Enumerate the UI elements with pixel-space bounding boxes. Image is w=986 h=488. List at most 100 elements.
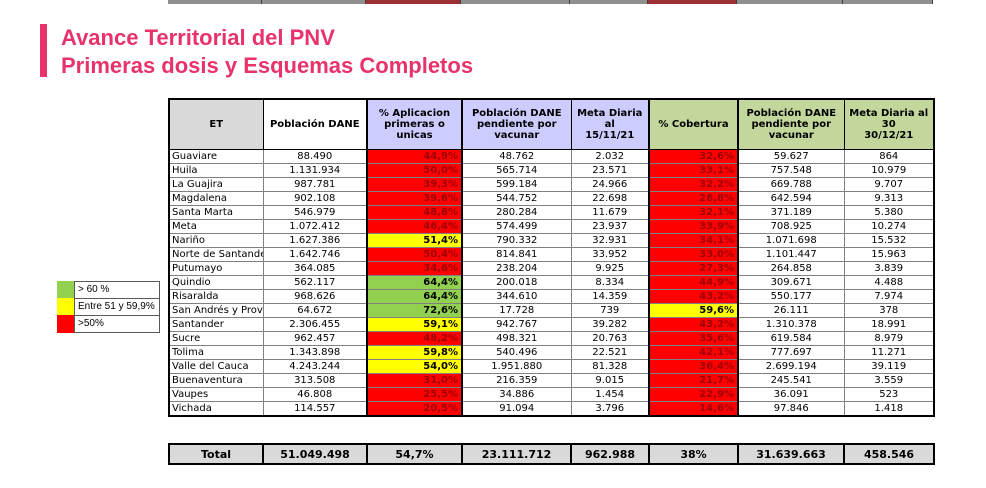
total-poblacion-dane: 51.049.498	[262, 443, 368, 465]
cell-et: Tolima	[168, 345, 264, 360]
legend-item-green: > 60 %	[57, 281, 160, 299]
cell-pct-cobertura: 44,9%	[648, 275, 739, 290]
table-row: Valle del Cauca 4.243.244 54,0% 1.951.880 81…	[168, 359, 935, 374]
cell-poblacion-dane: 962.457	[262, 331, 368, 346]
strip-segment	[168, 0, 262, 4]
cell-et: Risaralda	[168, 289, 264, 304]
cell-pct-cobertura: 35,6%	[648, 331, 739, 346]
cell-meta-30-12: 10.274	[843, 219, 935, 234]
title-accent-bar	[40, 24, 47, 77]
cell-pendiente-vacunar-2: 1.071.698	[737, 233, 845, 248]
cell-meta-15-11: 20.763	[570, 331, 650, 346]
cell-pct-cobertura: 33,1%	[648, 163, 739, 178]
cell-meta-30-12: 15.963	[843, 247, 935, 262]
legend-item-yellow: Entre 51 y 59,9%	[57, 298, 160, 316]
vaccination-table: ET Población DANE % Aplicacion primeras …	[168, 98, 935, 417]
cell-et: Guaviare	[168, 149, 264, 164]
table-row: Vaupes 46.808 25,5% 34.886 1.454 22,9% 36.091 5…	[168, 387, 935, 402]
cell-meta-15-11: 14.359	[570, 289, 650, 304]
cell-et: Magdalena	[168, 191, 264, 206]
table-row: Putumayo 364.085 34,6% 238.204 9.925 27,3% 264…	[168, 261, 935, 276]
cell-pendiente-vacunar: 498.321	[461, 331, 572, 346]
color-legend: > 60 % Entre 51 y 59,9% >50%	[57, 281, 160, 333]
cell-pct-aplicacion: 50,4%	[366, 247, 463, 262]
cell-poblacion-dane: 1.343.898	[262, 345, 368, 360]
cell-poblacion-dane: 1.072.412	[262, 219, 368, 234]
cell-meta-30-12: 864	[843, 149, 935, 164]
cell-meta-30-12: 3.559	[843, 373, 935, 388]
cell-pct-aplicacion: 64,4%	[366, 289, 463, 304]
cell-pendiente-vacunar: 599.184	[461, 177, 572, 192]
legend-item-red: >50%	[57, 315, 160, 333]
strip-segment	[570, 0, 648, 4]
cell-pct-aplicacion: 39,6%	[366, 191, 463, 206]
cell-pct-cobertura: 21,7%	[648, 373, 739, 388]
cell-pct-aplicacion: 39,3%	[366, 177, 463, 192]
cell-meta-15-11: 9.925	[570, 261, 650, 276]
cell-pendiente-vacunar-2: 669.788	[737, 177, 845, 192]
header-pendiente-vacunar: Población DANE pendiente por vacunar	[461, 98, 572, 150]
header-meta-diaria-15-11: Meta Diaria al 15/11/21	[570, 98, 650, 150]
header-pendiente-vacunar-2: Población DANE pendiente por vacunar	[737, 98, 845, 150]
cell-meta-30-12: 7.974	[843, 289, 935, 304]
table-header: ET Población DANE % Aplicacion primeras …	[168, 98, 935, 150]
cell-pendiente-vacunar: 540.496	[461, 345, 572, 360]
cell-pendiente-vacunar-2: 36.091	[737, 387, 845, 402]
cell-pendiente-vacunar-2: 550.177	[737, 289, 845, 304]
cell-pct-cobertura: 33,9%	[648, 219, 739, 234]
cell-pct-cobertura: 22,9%	[648, 387, 739, 402]
table-row: Vichada 114.557 20,5% 91.094 3.796 14,6% 97.84…	[168, 401, 935, 416]
total-row: Total 51.049.498 54,7% 23.111.712 962.98…	[168, 443, 935, 465]
table-row: Tolima 1.343.898 59,8% 540.496 22.521 42,1% 77…	[168, 345, 935, 360]
cell-pct-aplicacion: 48,2%	[366, 331, 463, 346]
cell-pct-cobertura: 59,6%	[648, 303, 739, 318]
green-swatch	[57, 281, 74, 299]
table-row: Norte de Santande 1.642.746 50,4% 814.841 33…	[168, 247, 935, 262]
cell-pendiente-vacunar: 344.610	[461, 289, 572, 304]
strip-segment-red	[366, 0, 461, 4]
cell-poblacion-dane: 46.808	[262, 387, 368, 402]
cell-pct-aplicacion: 48,8%	[366, 205, 463, 220]
cell-meta-30-12: 11.271	[843, 345, 935, 360]
header-meta-diaria-30-12: Meta Diaria al 30 30/12/21	[843, 98, 935, 150]
cell-pct-cobertura: 32,6%	[648, 149, 739, 164]
page-title: Avance Territorial del PNV Primeras dosi…	[61, 24, 473, 80]
table-row: Santander 2.306.455 59,1% 942.767 39.282 43,2…	[168, 317, 935, 332]
red-swatch	[57, 315, 74, 333]
cell-et: Sucre	[168, 331, 264, 346]
cell-pendiente-vacunar-2: 97.846	[737, 401, 845, 416]
cell-meta-30-12: 10.979	[843, 163, 935, 178]
table-row: Santa Marta 546.979 48,8% 280.284 11.679 32,1…	[168, 205, 935, 220]
cell-meta-15-11: 33.952	[570, 247, 650, 262]
legend-label: > 60 %	[74, 281, 160, 299]
table-row: Buenaventura 313.508 31,0% 216.359 9.015 21,7…	[168, 373, 935, 388]
table-row: Risaralda 968.626 64,4% 344.610 14.359 43,2% 5…	[168, 289, 935, 304]
cell-pct-aplicacion: 25,5%	[366, 387, 463, 402]
total-pct-cobertura: 38%	[648, 443, 739, 465]
cell-pendiente-vacunar: 200.018	[461, 275, 572, 290]
cell-pendiente-vacunar-2: 245.541	[737, 373, 845, 388]
total-pct-aplicacion: 54,7%	[366, 443, 463, 465]
cell-pendiente-vacunar: 574.499	[461, 219, 572, 234]
cell-pct-cobertura: 14,6%	[648, 401, 739, 416]
cell-meta-30-12: 15.532	[843, 233, 935, 248]
cell-pct-cobertura: 34,1%	[648, 233, 739, 248]
cell-meta-30-12: 523	[843, 387, 935, 402]
cell-et: Quindio	[168, 275, 264, 290]
table-row: San Andrés y Prov 64.672 72,6% 17.728 739 59,…	[168, 303, 935, 318]
cell-pct-cobertura: 28,8%	[648, 191, 739, 206]
cell-et: Buenaventura	[168, 373, 264, 388]
cell-pendiente-vacunar-2: 619.584	[737, 331, 845, 346]
cell-meta-30-12: 39.119	[843, 359, 935, 374]
cell-meta-30-12: 4.488	[843, 275, 935, 290]
cell-pendiente-vacunar-2: 757.548	[737, 163, 845, 178]
cell-et: Huila	[168, 163, 264, 178]
cell-pendiente-vacunar-2: 2.699.194	[737, 359, 845, 374]
cell-pendiente-vacunar-2: 642.594	[737, 191, 845, 206]
cell-pendiente-vacunar: 91.094	[461, 401, 572, 416]
cell-et: La Guajira	[168, 177, 264, 192]
total-pendiente-vacunar: 23.111.712	[461, 443, 572, 465]
title-line-1: Avance Territorial del PNV	[61, 25, 335, 50]
header-pct-cobertura: % Cobertura	[648, 98, 739, 150]
